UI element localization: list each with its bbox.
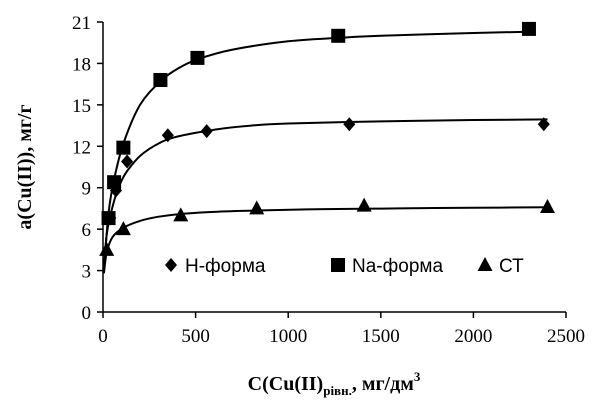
y-tick-label: 0 — [82, 303, 92, 324]
x-tick-label: 500 — [181, 326, 210, 347]
legend-label-3: СТ — [499, 256, 524, 277]
data-point-series-3 — [173, 207, 189, 222]
data-point-series-2 — [521, 21, 536, 36]
y-tick-label: 9 — [82, 179, 92, 200]
legend-label-1: H-форма — [185, 256, 266, 277]
data-point-series-3 — [356, 197, 372, 212]
data-point-series-1 — [161, 128, 174, 143]
data-point-series-1 — [200, 124, 213, 139]
data-point-series-1 — [537, 117, 550, 132]
x-axis-title-main: C(Cu(II) — [248, 373, 324, 395]
x-tick-label: 1000 — [269, 326, 307, 347]
x-tick-label: 2500 — [547, 326, 585, 347]
data-point-series-3 — [99, 241, 115, 256]
y-tick-label: 21 — [72, 13, 91, 34]
data-point-series-3 — [115, 221, 131, 236]
legend-marker-2 — [331, 258, 345, 272]
ticks: 0 3 6 9 12 15 18 21 0 500 1000 1500 2000 2500 — [72, 13, 585, 347]
legend-marker-3 — [477, 257, 493, 271]
data-point-series-2 — [153, 73, 168, 87]
y-tick-label: 12 — [72, 137, 91, 158]
x-tick-label: 0 — [98, 326, 108, 347]
y-axis-title: a(Cu(II)), мг/г — [14, 104, 36, 229]
x-tick-label: 2000 — [454, 326, 492, 347]
series-curve-1 — [102, 118, 548, 268]
x-axis-title-rest: , мг/дм — [352, 373, 414, 395]
data-point-series-2 — [116, 140, 131, 155]
data-point-series-3 — [539, 199, 555, 214]
axes — [102, 22, 566, 313]
x-axis-title-sub: рівн. — [323, 383, 352, 398]
data-point-series-3 — [249, 200, 265, 215]
series-curve-2 — [103, 30, 530, 263]
data-point-series-2 — [190, 50, 205, 65]
series-curve-3 — [102, 206, 548, 274]
legend-label-2: Na-форма — [352, 256, 443, 277]
x-axis-title: C(Cu(II)рівн., мг/дм3 — [248, 369, 421, 398]
legend: H-форма Na-форма СТ — [165, 256, 524, 277]
markers — [99, 21, 555, 256]
curves — [102, 30, 548, 274]
data-point-series-2 — [107, 175, 122, 190]
data-point-series-2 — [331, 28, 346, 43]
y-tick-label: 18 — [72, 54, 91, 75]
data-point-series-1 — [121, 154, 134, 169]
data-point-series-1 — [343, 117, 356, 132]
data-point-series-2 — [101, 211, 116, 226]
y-tick-label: 15 — [72, 96, 91, 117]
y-tick-label: 3 — [82, 262, 92, 283]
y-tick-label: 6 — [82, 220, 92, 241]
x-axis-title-sup: 3 — [414, 369, 421, 384]
legend-marker-1 — [165, 258, 177, 272]
x-tick-label: 1500 — [362, 326, 400, 347]
